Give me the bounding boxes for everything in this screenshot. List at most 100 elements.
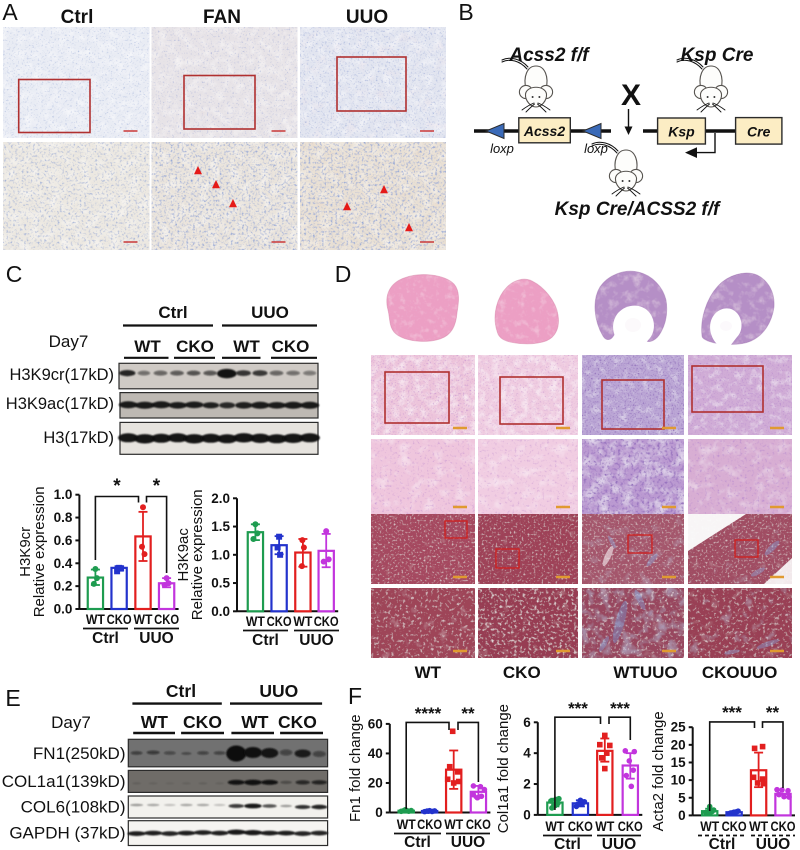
- svg-text:Ctrl: Ctrl: [158, 303, 187, 322]
- svg-text:UUO: UUO: [251, 303, 289, 322]
- svg-text:Fn1 fold change: Fn1 fold change: [347, 714, 364, 822]
- svg-text:6: 6: [523, 715, 531, 730]
- svg-text:Ksp: Ksp: [668, 124, 695, 140]
- svg-text:***: ***: [610, 699, 630, 718]
- svg-text:2: 2: [523, 777, 531, 792]
- svg-text:WT: WT: [293, 613, 312, 629]
- svg-text:40: 40: [368, 746, 383, 761]
- svg-text:F: F: [348, 683, 362, 709]
- svg-text:UUO: UUO: [299, 632, 333, 649]
- svg-text:WT: WT: [134, 611, 153, 627]
- svg-text:0.0: 0.0: [54, 602, 73, 617]
- svg-text:Cre: Cre: [747, 124, 771, 140]
- svg-text:CKO: CKO: [176, 337, 214, 356]
- svg-text:0: 0: [523, 807, 531, 822]
- svg-text:Ctrl: Ctrl: [709, 836, 736, 850]
- svg-text:CKO: CKO: [568, 818, 593, 834]
- svg-text:0.2: 0.2: [54, 579, 73, 594]
- svg-text:15: 15: [671, 755, 687, 770]
- svg-text:Ksp Cre: Ksp Cre: [681, 45, 754, 66]
- svg-text:UUO: UUO: [139, 630, 173, 647]
- svg-text:FN1(250kD): FN1(250kD): [33, 744, 126, 763]
- svg-text:WT: WT: [444, 816, 463, 832]
- svg-text:CKO: CKO: [771, 818, 796, 834]
- svg-text:CKO: CKO: [267, 613, 292, 629]
- svg-text:UUO: UUO: [346, 7, 388, 28]
- svg-text:CKO: CKO: [183, 712, 222, 732]
- svg-text:*: *: [153, 476, 161, 497]
- svg-text:CKO: CKO: [314, 613, 339, 629]
- svg-text:**: **: [461, 704, 475, 723]
- svg-text:0.8: 0.8: [54, 510, 73, 525]
- svg-text:20: 20: [368, 775, 383, 790]
- svg-text:CKO: CKO: [466, 816, 491, 832]
- svg-text:0.4: 0.4: [54, 556, 73, 571]
- svg-text:Acta2 fold change: Acta2 fold change: [650, 711, 667, 831]
- svg-text:Day7: Day7: [49, 332, 89, 351]
- svg-text:20: 20: [671, 737, 686, 752]
- svg-text:CKOUUO: CKOUUO: [702, 663, 778, 682]
- svg-text:5: 5: [678, 790, 686, 805]
- svg-text:CKO: CKO: [722, 818, 747, 834]
- svg-text:H3K9ac: H3K9ac: [175, 528, 192, 582]
- svg-text:WT: WT: [595, 818, 614, 834]
- svg-text:***: ***: [722, 703, 742, 722]
- svg-text:**: **: [766, 703, 780, 722]
- svg-text:0: 0: [375, 805, 383, 820]
- svg-text:***: ***: [568, 699, 588, 718]
- svg-text:COL6(108kD): COL6(108kD): [21, 798, 126, 817]
- svg-text:Ksp Cre/ACSS2 f/f: Ksp Cre/ACSS2 f/f: [555, 199, 721, 220]
- svg-text:Ctrl: Ctrl: [92, 630, 119, 647]
- svg-text:10: 10: [671, 773, 686, 788]
- svg-text:UUO: UUO: [259, 681, 298, 701]
- svg-text:Ctrl: Ctrl: [166, 681, 196, 701]
- svg-text:Day7: Day7: [51, 713, 91, 732]
- svg-text:****: ****: [415, 704, 442, 723]
- svg-text:C: C: [6, 261, 23, 287]
- svg-text:CKO: CKO: [278, 712, 317, 732]
- svg-text:Acss2: Acss2: [523, 123, 565, 139]
- svg-text:Col1a1 fold change: Col1a1 fold change: [495, 704, 512, 833]
- svg-text:X: X: [621, 79, 641, 112]
- svg-text:A: A: [2, 0, 18, 25]
- svg-text:H3K9ac(17kD): H3K9ac(17kD): [6, 395, 114, 413]
- svg-text:1.0: 1.0: [54, 487, 73, 502]
- svg-text:H3K9cr: H3K9cr: [17, 527, 34, 577]
- svg-text:Relative expression: Relative expression: [189, 489, 206, 620]
- svg-text:Ctrl: Ctrl: [61, 7, 94, 28]
- svg-text:Acss2 f/f: Acss2 f/f: [508, 45, 590, 66]
- svg-text:CKO: CKO: [154, 611, 179, 627]
- svg-text:WT: WT: [700, 818, 719, 834]
- svg-text:WT: WT: [141, 712, 169, 732]
- svg-text:CKO: CKO: [107, 611, 132, 627]
- svg-text:0.5: 0.5: [211, 576, 230, 591]
- svg-text:B: B: [458, 0, 473, 25]
- svg-text:D: D: [335, 261, 352, 287]
- svg-text:*: *: [113, 476, 121, 497]
- svg-text:UUO: UUO: [451, 834, 485, 850]
- svg-text:GAPDH (37kD): GAPDH (37kD): [9, 824, 125, 843]
- svg-text:60: 60: [368, 716, 383, 731]
- svg-text:Ctrl: Ctrl: [554, 836, 581, 850]
- svg-text:COL1a1(139kD): COL1a1(139kD): [2, 772, 126, 791]
- svg-text:Ctrl: Ctrl: [404, 834, 431, 850]
- svg-text:WT: WT: [246, 613, 265, 629]
- svg-text:CKO: CKO: [417, 816, 442, 832]
- svg-text:loxp: loxp: [584, 141, 608, 156]
- svg-text:0.6: 0.6: [54, 533, 73, 548]
- svg-text:WT: WT: [545, 818, 564, 834]
- svg-text:UUO: UUO: [756, 836, 790, 850]
- svg-text:CKO: CKO: [503, 663, 541, 682]
- svg-text:WTUUO: WTUUO: [613, 663, 677, 682]
- svg-text:WT: WT: [134, 337, 161, 356]
- svg-text:H3(17kD): H3(17kD): [43, 429, 114, 447]
- svg-text:CKO: CKO: [272, 337, 310, 356]
- svg-text:2.0: 2.0: [211, 491, 230, 506]
- svg-text:1.0: 1.0: [211, 547, 230, 562]
- svg-text:0: 0: [678, 808, 686, 823]
- svg-text:WT: WT: [415, 663, 442, 682]
- svg-text:UUO: UUO: [602, 836, 636, 850]
- svg-text:E: E: [5, 685, 20, 711]
- svg-text:Relative expression: Relative expression: [31, 486, 48, 617]
- svg-text:CKO: CKO: [618, 818, 643, 834]
